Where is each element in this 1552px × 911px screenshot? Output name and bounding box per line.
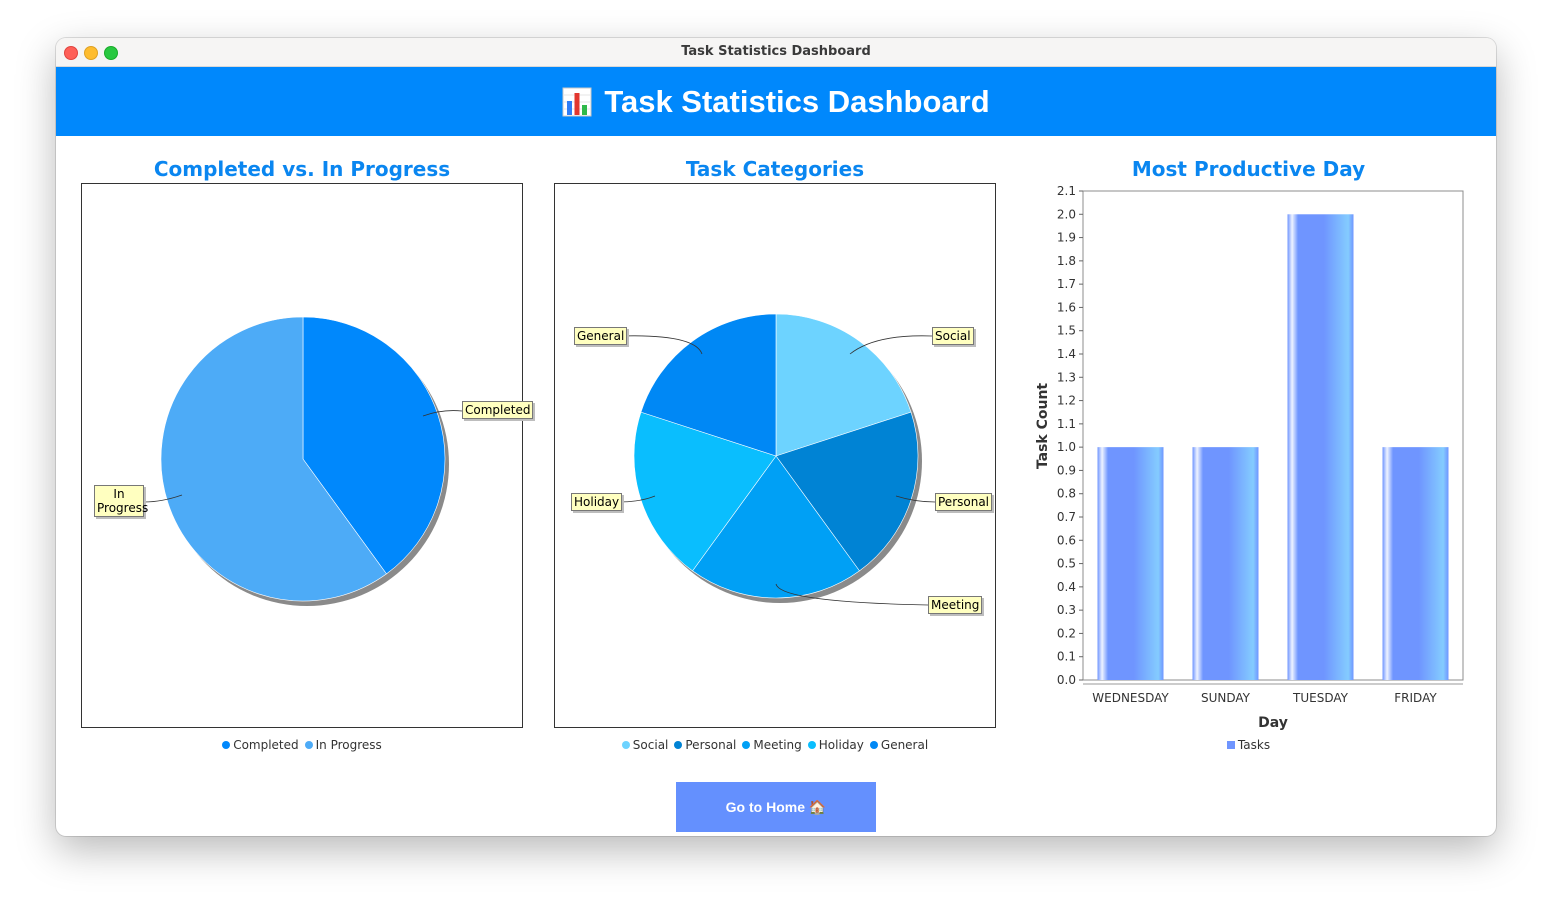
y-tick-label: 0.4 — [1057, 580, 1076, 594]
legend-swatch — [304, 741, 313, 749]
pie-label-meeting: Meeting — [928, 596, 983, 614]
pie-label-completed: Completed — [462, 401, 534, 419]
y-tick-label: 2.1 — [1057, 184, 1076, 198]
pie-label-social: Social — [932, 327, 974, 345]
y-tick-label: 0.1 — [1057, 650, 1076, 664]
y-tick-label: 1.8 — [1057, 254, 1076, 268]
bar-chart-icon — [562, 87, 592, 116]
legend-item-tasks: Tasks — [1226, 738, 1271, 752]
categories-pie-chart: Social Personal Meeting Holiday General — [554, 183, 996, 728]
legend-label: General — [880, 738, 929, 752]
legend-label: Holiday — [818, 738, 864, 752]
categories-chart-title: Task Categories — [685, 157, 865, 181]
pie-leader-line — [895, 495, 936, 503]
productive-bar-chart: 0.0 0.1 0.2 0.3 0.4 0.5 0.6 0.7 0.8 0.9 1.0 1.1 1.2 1… — [1026, 183, 1466, 743]
bar-sunday — [1192, 447, 1259, 680]
legend-swatch — [621, 741, 630, 749]
legend-label: Completed — [233, 738, 299, 752]
pie-slice-in-progress — [160, 316, 387, 602]
legend-label: Tasks — [1237, 738, 1271, 752]
y-tick-label: 1.6 — [1057, 300, 1076, 314]
x-tick-label: SUNDAY — [1201, 691, 1251, 705]
pie-slice-meeting — [692, 455, 860, 599]
legend-label: Personal — [685, 738, 737, 752]
legend-item-holiday: Holiday — [807, 738, 864, 752]
y-tick-label: 1.9 — [1057, 231, 1076, 245]
pie-slice-completed — [302, 316, 446, 575]
legend-label: Social — [632, 738, 669, 752]
pie-leader-line — [143, 494, 183, 503]
legend-label: Meeting — [753, 738, 802, 752]
window-title: Task Statistics Dashboard — [681, 44, 871, 59]
pie-leader-line — [619, 335, 703, 355]
pie-label-in-progress: In Progress — [94, 485, 148, 517]
pie-label-general: General — [574, 327, 628, 345]
dashboard-header: Task Statistics Dashboard — [56, 67, 1496, 136]
y-tick-label: 1.2 — [1057, 394, 1076, 408]
pie-label-holiday: Holiday — [571, 493, 623, 511]
pie-label-personal: Personal — [935, 493, 993, 511]
y-tick-label: 0.5 — [1057, 557, 1076, 571]
bar-friday — [1382, 447, 1449, 680]
x-tick-label: FRIDAY — [1394, 691, 1437, 705]
go-to-home-button[interactable]: Go to Home 🏠 — [676, 782, 876, 832]
pie-slice-general — [640, 313, 777, 457]
pie-leader-line — [618, 495, 656, 503]
y-tick-label: 0.3 — [1057, 603, 1076, 617]
legend-item-meeting: Meeting — [742, 738, 802, 752]
title-bar: Task Statistics Dashboard — [56, 38, 1496, 67]
y-tick-label: 2.0 — [1057, 207, 1076, 221]
legend-swatch — [1226, 741, 1235, 749]
legend-item-general: General — [869, 738, 929, 752]
y-tick-label: 1.5 — [1057, 324, 1076, 338]
legend-swatch — [674, 741, 683, 749]
x-tick-label: WEDNESDAY — [1092, 691, 1169, 705]
productive-chart-title: Most Productive Day — [1131, 157, 1366, 181]
legend-swatch — [869, 741, 878, 749]
categories-pie-svg — [618, 313, 936, 606]
pie-slice-social — [775, 313, 912, 457]
dashboard-title: Task Statistics Dashboard — [604, 83, 990, 119]
legend-label: In Progress — [315, 738, 382, 752]
y-tick-label: 0.0 — [1057, 673, 1076, 687]
y-tick-label: 1.1 — [1057, 417, 1076, 431]
y-tick-label: 1.3 — [1057, 370, 1076, 384]
y-tick-label: 1.4 — [1057, 347, 1076, 361]
close-window-button[interactable] — [64, 46, 78, 60]
y-axis-label: Task Count — [1035, 383, 1051, 470]
legend-swatch — [742, 741, 751, 749]
app-window: Task Statistics Dashboard Task Statistic… — [56, 38, 1496, 836]
bar-wednesday — [1097, 447, 1164, 680]
legend-item-personal: Personal — [674, 738, 736, 752]
bar-tuesday — [1287, 214, 1354, 681]
legend-swatch — [807, 741, 816, 749]
productive-legend: Tasks — [1026, 738, 1471, 752]
x-tick-label: TUESDAY — [1292, 691, 1349, 705]
completion-legend: Completed In Progress — [81, 738, 523, 752]
y-tick-label: 0.6 — [1057, 533, 1076, 547]
completion-pie-svg — [143, 316, 463, 606]
categories-legend: Social Personal Meeting Holiday General — [554, 738, 996, 752]
pie-leader-line — [422, 410, 463, 417]
completion-pie-chart: Completed In Progress — [81, 183, 534, 728]
pie-leader-line — [849, 335, 933, 355]
y-tick-label: 1.0 — [1057, 440, 1076, 454]
y-tick-label: 0.9 — [1057, 463, 1076, 477]
legend-item-completed: Completed — [222, 738, 299, 752]
minimize-window-button[interactable] — [84, 46, 98, 60]
y-tick-label: 0.2 — [1057, 626, 1076, 640]
y-tick-label: 0.7 — [1057, 510, 1076, 524]
pie-leader-line — [775, 583, 929, 606]
x-axis-label: Day — [1258, 715, 1288, 731]
legend-item-in-progress: In Progress — [304, 738, 382, 752]
completion-chart-title: Completed vs. In Progress — [153, 157, 451, 181]
legend-swatch — [222, 741, 231, 749]
legend-item-social: Social — [621, 738, 669, 752]
productive-bar-svg: 0.0 0.1 0.2 0.3 0.4 0.5 0.6 0.7 0.8 0.9 1.0 1.1 1.2 1… — [1035, 184, 1464, 731]
y-tick-label: 0.8 — [1057, 487, 1076, 501]
y-tick-label: 1.7 — [1057, 277, 1076, 291]
maximize-window-button[interactable] — [104, 46, 118, 60]
